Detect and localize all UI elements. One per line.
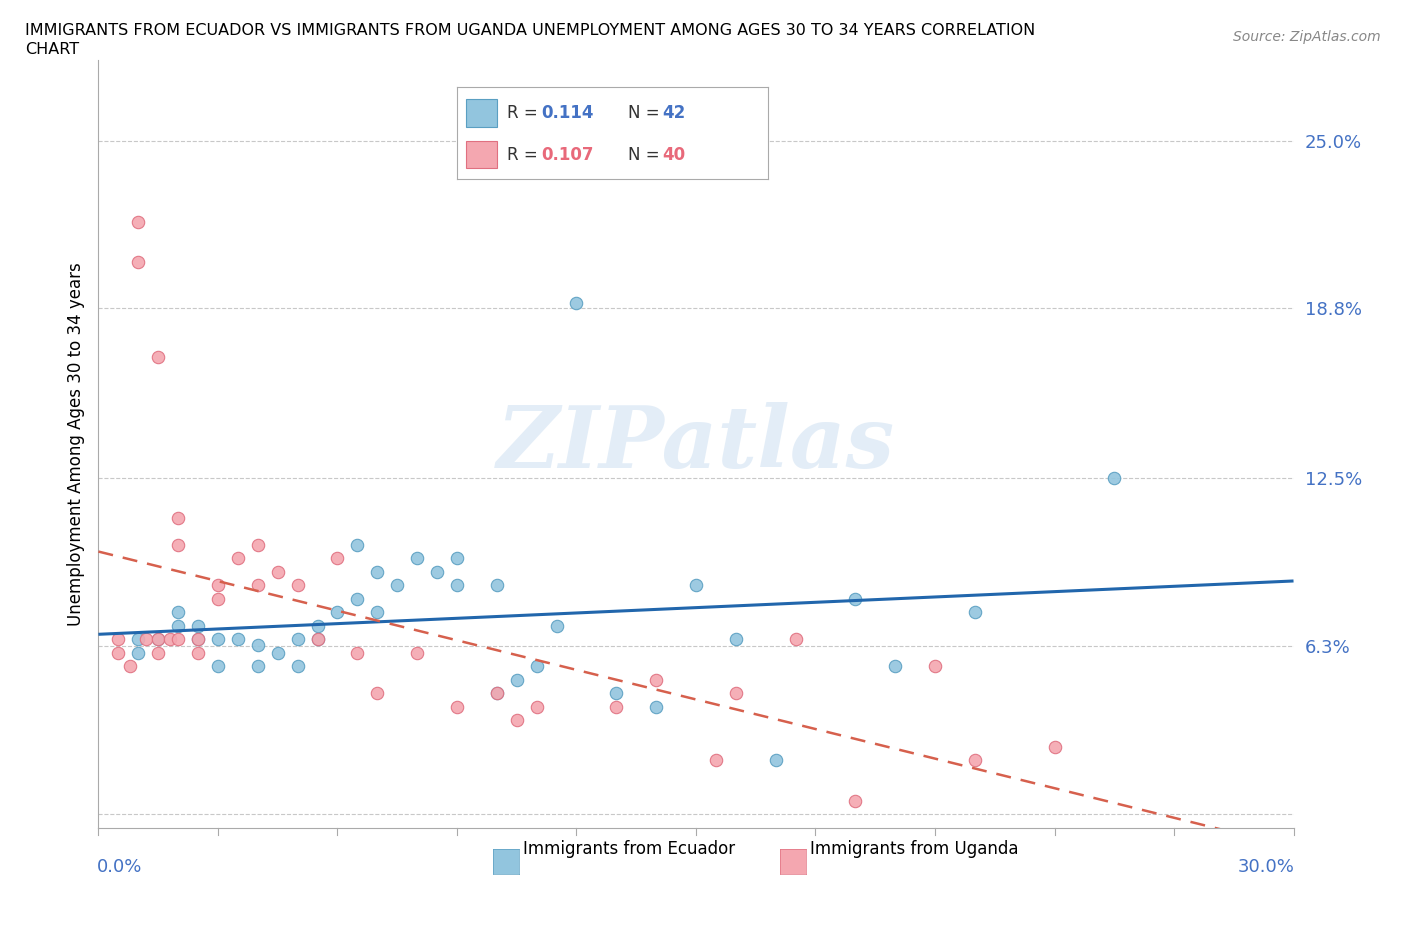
Point <box>246 637 269 652</box>
Point <box>246 578 269 592</box>
Point <box>167 538 190 552</box>
Point <box>207 631 229 646</box>
Point <box>148 349 170 364</box>
Point <box>167 631 190 646</box>
Point <box>107 631 129 646</box>
Point <box>406 645 429 660</box>
Point <box>287 578 309 592</box>
Point <box>187 631 209 646</box>
Point <box>884 658 907 673</box>
Point <box>526 658 548 673</box>
Point <box>148 645 170 660</box>
Point <box>526 699 548 714</box>
Text: 30.0%: 30.0% <box>1237 858 1295 876</box>
Point <box>645 672 668 687</box>
Point <box>1104 471 1126 485</box>
Point <box>426 565 449 579</box>
Text: Immigrants from Uganda: Immigrants from Uganda <box>810 840 1018 858</box>
Point <box>107 645 129 660</box>
Point <box>326 551 349 566</box>
Text: IMMIGRANTS FROM ECUADOR VS IMMIGRANTS FROM UGANDA UNEMPLOYMENT AMONG AGES 30 TO : IMMIGRANTS FROM ECUADOR VS IMMIGRANTS FR… <box>25 23 1036 38</box>
Point <box>704 753 727 768</box>
Text: Immigrants from Ecuador: Immigrants from Ecuador <box>523 840 735 858</box>
Point <box>366 565 388 579</box>
Point <box>207 591 229 606</box>
Point <box>506 712 529 727</box>
Point <box>785 631 807 646</box>
Point <box>307 631 329 646</box>
Point <box>446 578 468 592</box>
Point <box>844 793 866 808</box>
Point <box>226 631 249 646</box>
Point <box>148 631 170 646</box>
Point <box>366 604 388 619</box>
Point <box>605 685 627 700</box>
Point <box>127 215 149 230</box>
Point <box>159 631 181 646</box>
Point <box>724 685 747 700</box>
Point <box>287 631 309 646</box>
Text: ZIPatlas: ZIPatlas <box>496 403 896 485</box>
Point <box>267 645 290 660</box>
Point <box>485 685 508 700</box>
Point <box>267 565 290 579</box>
Point <box>167 511 190 525</box>
Point <box>187 618 209 633</box>
Point <box>346 591 368 606</box>
Point <box>685 578 707 592</box>
Point <box>207 578 229 592</box>
Point <box>485 685 508 700</box>
Point <box>167 618 190 633</box>
Point <box>187 631 209 646</box>
Point <box>446 551 468 566</box>
Point <box>207 658 229 673</box>
Point <box>406 551 429 566</box>
Text: Source: ZipAtlas.com: Source: ZipAtlas.com <box>1233 30 1381 44</box>
Point <box>963 753 986 768</box>
Point <box>346 645 368 660</box>
Point <box>167 604 190 619</box>
Point <box>485 578 508 592</box>
Point <box>287 658 309 673</box>
Text: CHART: CHART <box>25 42 79 57</box>
Point <box>187 645 209 660</box>
Point <box>605 699 627 714</box>
Point <box>307 618 329 633</box>
Point <box>963 604 986 619</box>
Point <box>246 538 269 552</box>
Point <box>127 631 149 646</box>
Point <box>546 618 568 633</box>
Point <box>844 591 866 606</box>
Point <box>366 685 388 700</box>
Point <box>506 672 529 687</box>
Point <box>446 699 468 714</box>
Point <box>1043 739 1066 754</box>
Point <box>307 631 329 646</box>
Y-axis label: Unemployment Among Ages 30 to 34 years: Unemployment Among Ages 30 to 34 years <box>66 262 84 626</box>
Point <box>924 658 946 673</box>
Point <box>385 578 409 592</box>
Point <box>765 753 787 768</box>
Point <box>226 551 249 566</box>
Point <box>565 296 588 311</box>
Point <box>346 538 368 552</box>
Point <box>135 631 157 646</box>
Point <box>326 604 349 619</box>
Point <box>148 631 170 646</box>
Point <box>127 645 149 660</box>
Point <box>120 658 142 673</box>
Point <box>645 699 668 714</box>
Text: 0.0%: 0.0% <box>97 858 142 876</box>
Point <box>724 631 747 646</box>
Point <box>127 255 149 270</box>
Point <box>246 658 269 673</box>
